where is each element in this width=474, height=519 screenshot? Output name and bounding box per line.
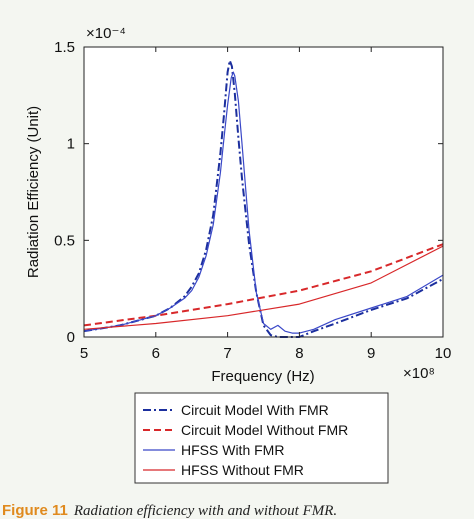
series-line-4 [83,245,444,330]
legend-label-2: Circuit Model Without FMR [181,422,348,438]
plot-area [84,47,443,337]
tick-layer: 5 6 7 8 9 10 0 0.5 1 1.5 [54,39,451,362]
series-line-1 [83,59,444,338]
x-tick-label: 9 [367,345,375,362]
y-tick-label: 1 [67,136,75,153]
y-exponent-label: ×10⁻⁴ [86,25,126,42]
figure-caption-text: Radiation efficiency with and without FM… [73,503,338,519]
chart: 5 6 7 8 9 10 0 0.5 1 1.5 ×10⁻⁴ ×10⁸ Frequency (Hz… [25,25,451,484]
figure-caption: Figure 11 Radiation efficiency with and w… [0,502,474,519]
legend-box [134,392,389,484]
y-tick-label: 0 [67,329,75,346]
x-axis-title: Frequency (Hz) [211,368,314,385]
x-tick-label: 7 [223,345,231,362]
legend: Circuit Model With FMR Circuit Model With… [134,392,389,484]
plot-frame [83,46,444,338]
series-line-3 [83,71,444,334]
series-layer [83,59,444,338]
legend-label-1: Circuit Model With FMR [181,402,329,418]
x-tick-label: 5 [80,345,88,362]
legend-label-4: HFSS Without FMR [181,462,304,478]
x-tick-label: 8 [295,345,303,362]
x-exponent-label: ×10⁸ [403,365,435,382]
y-tick-label: 1.5 [54,39,75,56]
x-tick-label: 6 [152,345,160,362]
legend-label-3: HFSS With FMR [181,442,284,458]
x-tick-label: 10 [435,345,452,362]
figure-label: Figure 11 [2,502,68,519]
legend-items: Circuit Model With FMR Circuit Model With… [143,402,348,478]
y-axis-title: Radiation Efficiency (Unit) [25,106,42,278]
series-line-2 [83,243,444,327]
y-tick-label: 0.5 [54,232,75,249]
